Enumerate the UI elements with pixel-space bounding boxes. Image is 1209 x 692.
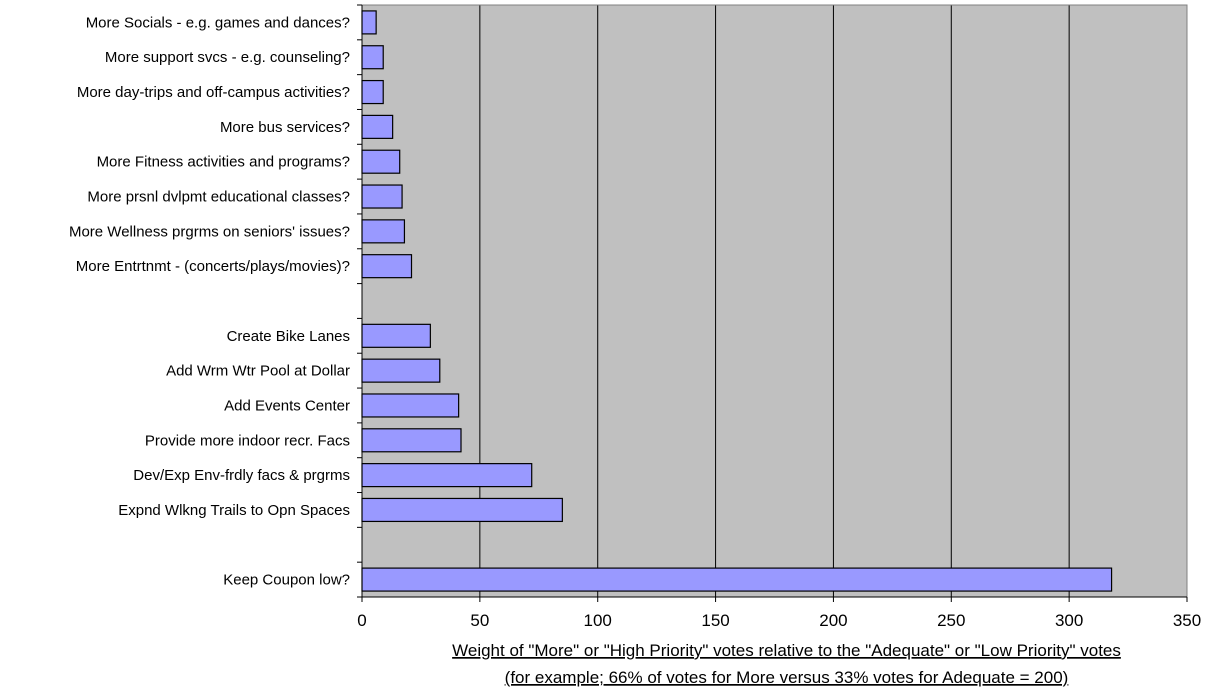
category-label: Dev/Exp Env-frdly facs & prgrms — [133, 467, 350, 484]
x-axis-title-line2: (for example; 66% of votes for More vers… — [505, 668, 1069, 687]
category-label: Expnd Wlkng Trails to Opn Spaces — [118, 502, 350, 519]
x-axis-title-line1: Weight of "More" or "High Priority" vote… — [452, 641, 1121, 660]
x-tick-label: 150 — [701, 611, 729, 630]
category-label: Provide more indoor recr. Facs — [145, 432, 350, 449]
category-label: Create Bike Lanes — [227, 328, 350, 345]
category-label: Add Wrm Wtr Pool at Dollar — [166, 363, 350, 380]
x-tick-label: 200 — [819, 611, 847, 630]
bar — [361, 428, 462, 453]
bar — [361, 219, 406, 244]
bar — [361, 10, 377, 35]
bar — [361, 45, 384, 70]
bar — [361, 149, 401, 174]
x-tick-label: 350 — [1173, 611, 1201, 630]
bar — [361, 497, 563, 523]
category-label: More Socials - e.g. games and dances? — [86, 14, 350, 31]
bar — [361, 463, 533, 488]
category-label: More support svcs - e.g. counseling? — [105, 49, 350, 66]
category-label: Add Events Center — [224, 397, 350, 414]
bar — [361, 358, 441, 383]
x-tick-label: 50 — [470, 611, 489, 630]
x-tick-label: 0 — [357, 611, 366, 630]
x-tick-label: 300 — [1055, 611, 1083, 630]
category-label: Keep Coupon low? — [223, 572, 350, 589]
category-label: More bus services? — [220, 119, 350, 136]
bar — [361, 323, 431, 348]
bar — [361, 254, 413, 279]
bar — [361, 567, 1113, 592]
category-label: More day-trips and off-campus activities… — [77, 84, 350, 101]
bar — [361, 393, 460, 418]
category-label: More Entrtnmt - (concerts/plays/movies)? — [76, 258, 350, 275]
bar — [361, 79, 384, 105]
category-label: More Fitness activities and programs? — [97, 154, 350, 171]
bar — [361, 114, 394, 139]
category-label: More Wellness prgrms on seniors' issues? — [69, 223, 350, 240]
x-tick-label: 100 — [584, 611, 612, 630]
x-tick-label: 250 — [937, 611, 965, 630]
category-label: More prsnl dvlpmt educational classes? — [87, 189, 350, 206]
bar — [361, 184, 403, 209]
